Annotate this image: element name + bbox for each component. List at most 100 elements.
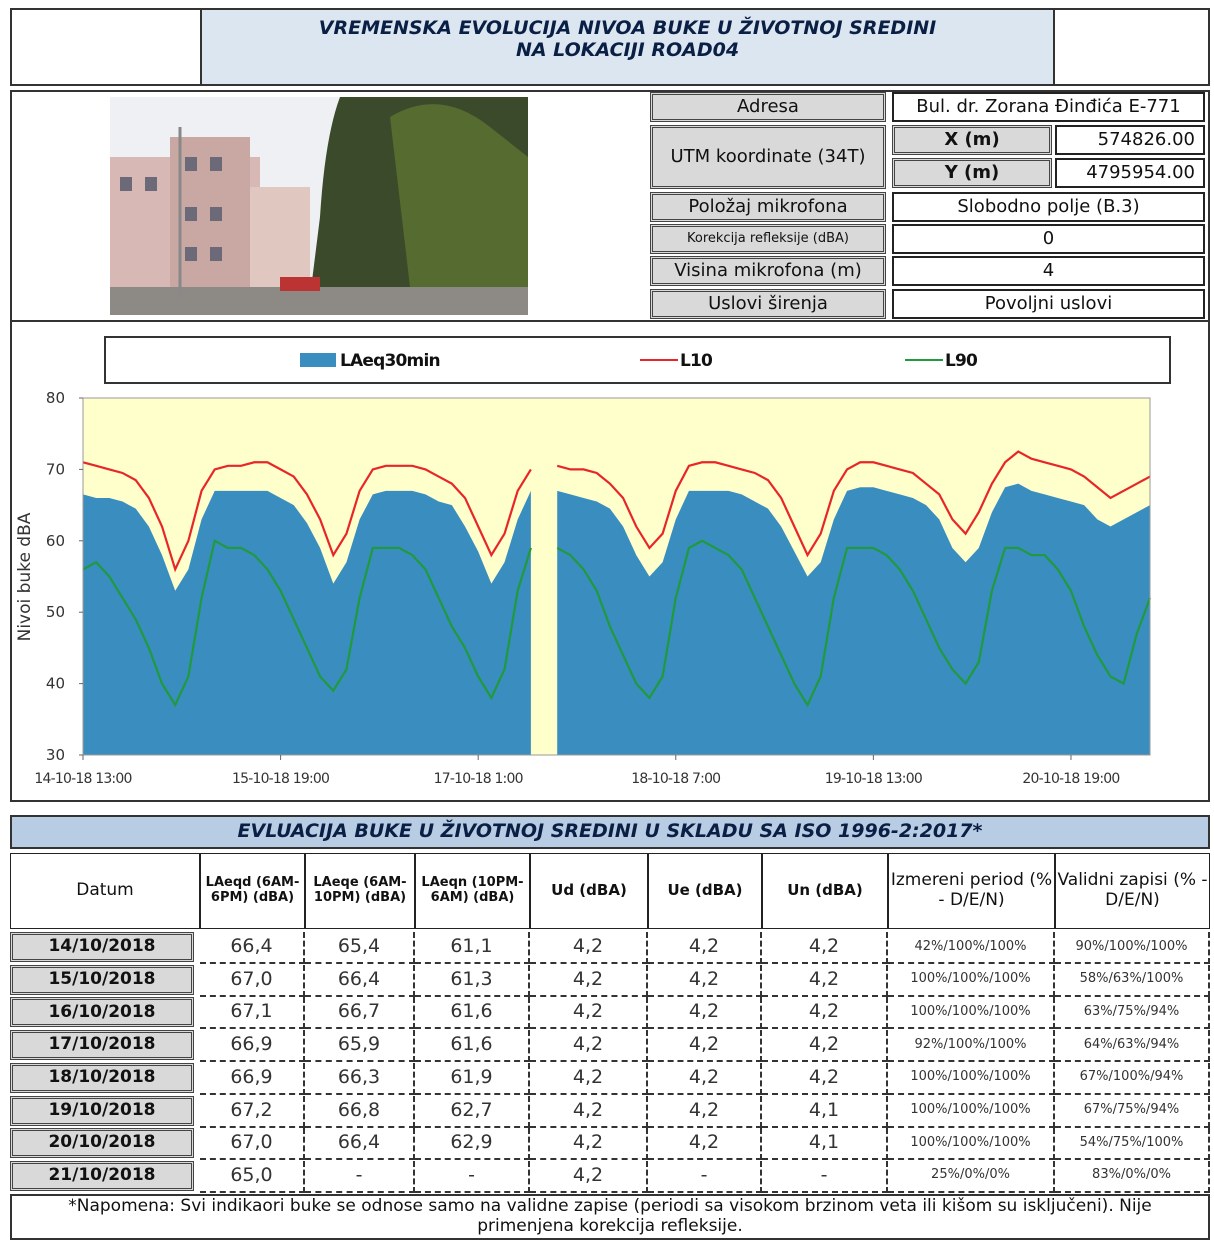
value: 574826.00 xyxy=(1055,125,1205,155)
cell: 4,2 xyxy=(530,964,648,997)
cell: 65,4 xyxy=(305,932,415,964)
y-tick-label: 40 xyxy=(46,675,65,693)
y-tick-label: 70 xyxy=(46,460,65,478)
cell: - xyxy=(762,1160,888,1193)
cell: 67%/75%/94% xyxy=(1055,1095,1210,1128)
cell: 65,0 xyxy=(200,1160,305,1193)
date-cell: 21/10/2018 xyxy=(10,1160,194,1191)
cell: 92%/100%/100% xyxy=(888,1030,1055,1063)
cell: 90%/100%/100% xyxy=(1055,932,1210,964)
value: Bul. dr. Zorana Đinđića E-771 xyxy=(892,92,1205,122)
cell: 4,2 xyxy=(762,964,888,997)
cell: 100%/100%/100% xyxy=(888,1095,1055,1128)
cell: 61,9 xyxy=(415,1062,530,1095)
x-tick-label: 18-10-18 7:00 xyxy=(631,771,720,787)
legend-box xyxy=(104,336,1171,384)
note: *Napomena: Svi indikaori buke se odnose … xyxy=(10,1194,1210,1240)
cell: 4,2 xyxy=(648,964,762,997)
chart-frame xyxy=(10,322,1210,802)
line xyxy=(82,450,1151,573)
cell: 4,2 xyxy=(762,1030,888,1063)
cell: 4,2 xyxy=(530,1128,648,1161)
y-tick-label: 50 xyxy=(46,603,65,621)
column-header: Datum xyxy=(10,853,200,929)
label: UTM koordinate (34T) xyxy=(650,125,886,189)
cell: 100%/100%/100% xyxy=(888,964,1055,997)
cell: - xyxy=(648,1160,762,1193)
cell: 66,3 xyxy=(305,1062,415,1095)
legend-label: LAeq30min xyxy=(340,351,440,371)
cell: 66,9 xyxy=(200,1030,305,1063)
label: Adresa xyxy=(650,92,886,122)
cell: 62,9 xyxy=(415,1128,530,1161)
y-tick-label: 30 xyxy=(46,746,65,764)
cell: 4,2 xyxy=(648,1062,762,1095)
cell: 67,0 xyxy=(200,964,305,997)
cell: 66,4 xyxy=(305,964,415,997)
x-tick-label: 20-10-18 19:00 xyxy=(1022,771,1119,787)
cell: 66,8 xyxy=(305,1095,415,1128)
cell: 58%/63%/100% xyxy=(1055,964,1210,997)
column-header: LAeqe (6AM-10PM) (dBA) xyxy=(305,853,415,929)
date-cell: 14/10/2018 xyxy=(10,932,194,962)
line xyxy=(82,539,1152,708)
date-cell: 17/10/2018 xyxy=(10,1030,194,1061)
title-line: NA LOKACIJI ROAD04 xyxy=(515,38,740,61)
plot-border xyxy=(82,397,1151,756)
table-title: EVLUACIJA BUKE U ŽIVOTNOJ SREDINI U SKLA… xyxy=(10,815,1210,849)
value: 0 xyxy=(892,224,1205,254)
column-header: LAeqn (10PM-6AM) (dBA) xyxy=(415,853,530,929)
chart: Nivoi buke dBA 30 40 50 60 70 80 14-10-18 13:0… xyxy=(15,336,1171,787)
y-tick-label: 80 xyxy=(46,389,65,407)
label: X (m) xyxy=(892,125,1052,155)
legend-label: L10 xyxy=(680,351,713,371)
cell: 4,2 xyxy=(530,932,648,964)
x-tick-label: 17-10-18 1:00 xyxy=(434,771,523,787)
column-header: Ue (dBA) xyxy=(648,853,762,929)
cell: 63%/75%/94% xyxy=(1055,997,1210,1030)
cell: 67,1 xyxy=(200,997,305,1030)
date-cell: 15/10/2018 xyxy=(10,964,194,995)
cell: 4,2 xyxy=(530,1095,648,1128)
cell: 4,1 xyxy=(762,1095,888,1128)
x-tick-label: 19-10-18 13:00 xyxy=(825,771,922,787)
location-photo xyxy=(110,97,528,315)
legend-swatch xyxy=(300,353,336,367)
cell: 4,2 xyxy=(530,1030,648,1063)
cell: 67,0 xyxy=(200,1128,305,1161)
cell: 62,7 xyxy=(415,1095,530,1128)
cell: 66,7 xyxy=(305,997,415,1030)
column-header: Un (dBA) xyxy=(762,853,888,929)
cell: 4,2 xyxy=(762,997,888,1030)
column-header: Validni zapisi (% - D/E/N) xyxy=(1055,853,1210,929)
cell: 25%/0%/0% xyxy=(888,1160,1055,1193)
cell: 4,2 xyxy=(648,932,762,964)
cell: 4,2 xyxy=(648,1128,762,1161)
label: Visina mikrofona (m) xyxy=(650,256,886,286)
date-cell: 20/10/2018 xyxy=(10,1128,194,1159)
cell: 100%/100%/100% xyxy=(888,1128,1055,1161)
label: Položaj mikrofona xyxy=(650,192,886,222)
date-cell: 16/10/2018 xyxy=(10,997,194,1028)
x-tick-label: 15-10-18 19:00 xyxy=(232,771,329,787)
cell: 61,1 xyxy=(415,932,530,964)
column-header: LAeqd (6AM-6PM) (dBA) xyxy=(200,853,305,929)
cell: 4,2 xyxy=(648,1030,762,1063)
cell: 4,2 xyxy=(530,1062,648,1095)
value: Slobodno polje (B.3) xyxy=(892,192,1205,222)
info-frame xyxy=(10,90,1210,322)
value: 4 xyxy=(892,256,1205,286)
cell: 61,6 xyxy=(415,997,530,1030)
cell: 67,2 xyxy=(200,1095,305,1128)
cell: 4,2 xyxy=(648,1095,762,1128)
cell: 67%/100%/94% xyxy=(1055,1062,1210,1095)
cell: 100%/100%/100% xyxy=(888,1062,1055,1095)
cell: 65,9 xyxy=(305,1030,415,1063)
cell: 66,9 xyxy=(200,1062,305,1095)
cell: - xyxy=(305,1160,415,1193)
area xyxy=(83,483,1150,755)
legend-label: L90 xyxy=(945,351,978,371)
y-axis-label: Nivoi buke dBA xyxy=(15,512,35,641)
cell: 100%/100%/100% xyxy=(888,997,1055,1030)
